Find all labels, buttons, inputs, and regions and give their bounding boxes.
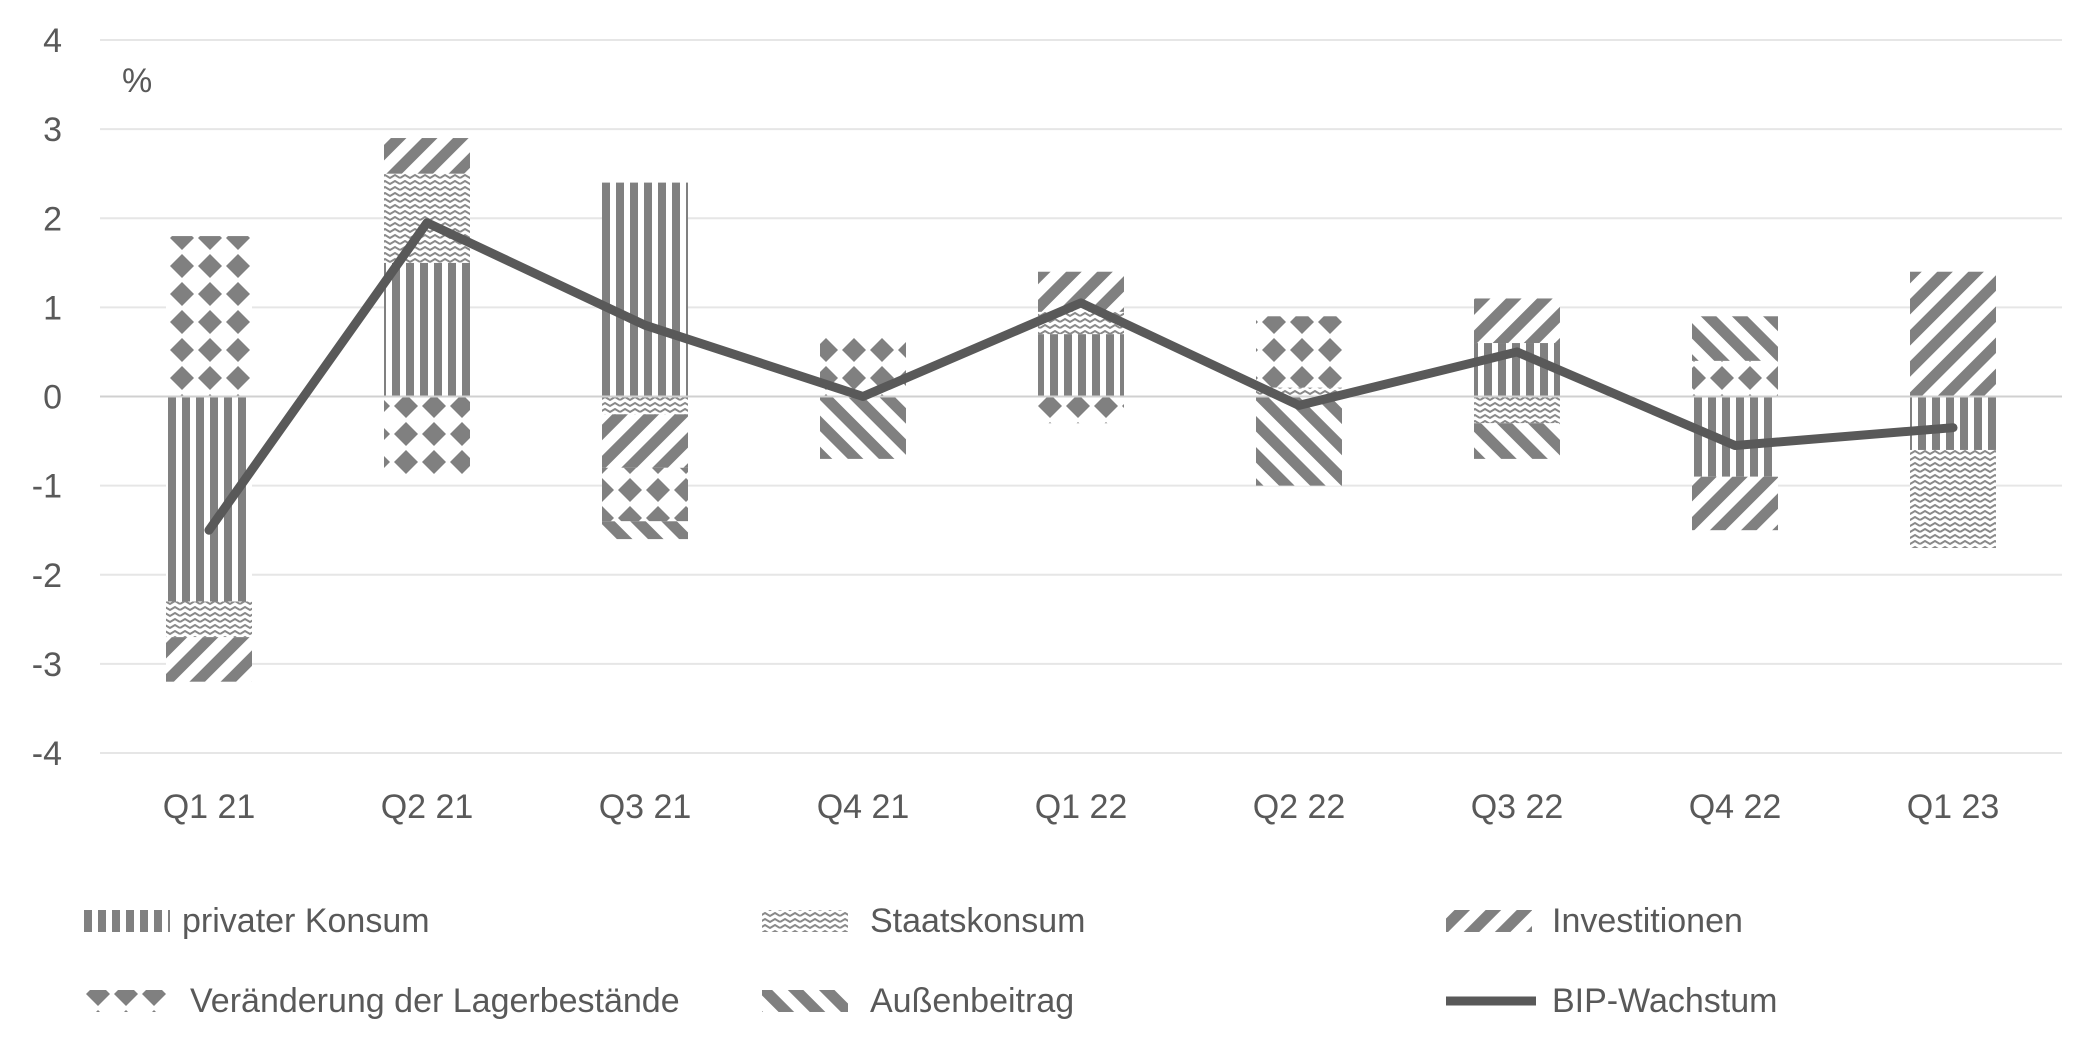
- legend-item: privater Konsum: [84, 902, 430, 940]
- legend-item: Investitionen: [1446, 902, 1743, 940]
- bar-segment-vertical-lines: [166, 396, 252, 602]
- bar-segment-forward-diagonal: [1256, 396, 1342, 486]
- legend-swatch-waves: [762, 910, 848, 932]
- legend-label: Investitionen: [1552, 902, 1743, 940]
- legend-label: Staatskonsum: [870, 902, 1085, 940]
- x-axis-tick-labels: Q1 21 Q2 21 Q3 21 Q4 21 Q1 22 Q2 22 Q3 22 Q4 22…: [163, 788, 2000, 826]
- bar-segment-waves: [602, 396, 688, 415]
- bar-segment-vertical-lines: [602, 182, 688, 397]
- bar-segment-forward-diagonal: [1692, 316, 1778, 361]
- bar-segment-diamonds: [1038, 396, 1124, 424]
- y-tick-label: -2: [32, 557, 62, 595]
- bar-segment-forward-diagonal: [602, 521, 688, 540]
- x-tick-label: Q1 22: [1035, 788, 1128, 826]
- y-tick-label: -3: [32, 646, 62, 684]
- y-tick-label: 4: [43, 22, 62, 60]
- legend-item: Staatskonsum: [762, 902, 1085, 940]
- legend: privater Konsum Staatskonsum Investitionen…: [84, 902, 1777, 1020]
- y-tick-label: 0: [43, 379, 62, 417]
- x-tick-label: Q1 23: [1907, 788, 2000, 826]
- legend-swatch-backward-diagonal: [1446, 910, 1532, 932]
- y-tick-label: 1: [43, 289, 62, 327]
- y-axis-tick-labels: 4 3 2 1 0 -1 -2 -3 -4: [32, 22, 62, 773]
- bar-segment-backward-diagonal: [1910, 271, 1996, 397]
- bar-segment-vertical-lines: [384, 262, 470, 397]
- y-tick-label: 3: [43, 111, 62, 149]
- y-tick-label: 2: [43, 200, 62, 238]
- x-tick-label: Q2 22: [1253, 788, 1346, 826]
- y-unit-label: %: [122, 62, 152, 100]
- legend-swatch-vertical-lines: [84, 910, 170, 932]
- x-tick-label: Q4 21: [817, 788, 910, 826]
- legend-item: Außenbeitrag: [762, 982, 1074, 1020]
- bar-segment-diamonds: [384, 396, 470, 477]
- bar-segment-diamonds: [1692, 360, 1778, 397]
- stacked-bars: [166, 138, 1996, 682]
- legend-item: BIP-Wachstum: [1446, 982, 1777, 1020]
- y-tick-label: -1: [32, 468, 62, 506]
- bar-segment-waves: [1910, 449, 1996, 549]
- bar-segment-backward-diagonal: [166, 637, 252, 682]
- bar-segment-waves: [1256, 387, 1342, 397]
- x-tick-label: Q1 21: [163, 788, 256, 826]
- legend-swatch-forward-diagonal: [762, 990, 848, 1012]
- legend-item: Veränderung der Lagerbestände: [84, 982, 680, 1020]
- bar-segment-forward-diagonal: [1474, 423, 1560, 459]
- x-tick-label: Q4 22: [1689, 788, 1782, 826]
- bar-segment-waves: [166, 601, 252, 638]
- bip-growth-line-series: [204, 218, 1958, 535]
- bar-segment-backward-diagonal: [1692, 476, 1778, 531]
- bar-segment-backward-diagonal: [1474, 298, 1560, 344]
- bar-segment-diamonds: [166, 236, 252, 397]
- x-tick-label: Q2 21: [381, 788, 474, 826]
- legend-label: Veränderung der Lagerbestände: [190, 982, 680, 1020]
- legend-label: Außenbeitrag: [870, 982, 1074, 1020]
- bar-segment-vertical-lines: [1038, 334, 1124, 397]
- legend-swatch-diamonds: [84, 990, 170, 1012]
- x-tick-label: Q3 22: [1471, 788, 1564, 826]
- bar-segment-backward-diagonal: [384, 138, 470, 174]
- bar-segment-diamonds: [602, 467, 688, 522]
- bar-segment-waves: [1474, 396, 1560, 424]
- legend-label: BIP-Wachstum: [1552, 982, 1777, 1020]
- y-tick-label: -4: [32, 735, 62, 773]
- x-tick-label: Q3 21: [599, 788, 692, 826]
- bar-segment-diamonds: [1256, 316, 1342, 388]
- bar-segment-backward-diagonal: [602, 414, 688, 468]
- bar-segment-forward-diagonal: [820, 396, 906, 459]
- legend-label: privater Konsum: [182, 902, 430, 940]
